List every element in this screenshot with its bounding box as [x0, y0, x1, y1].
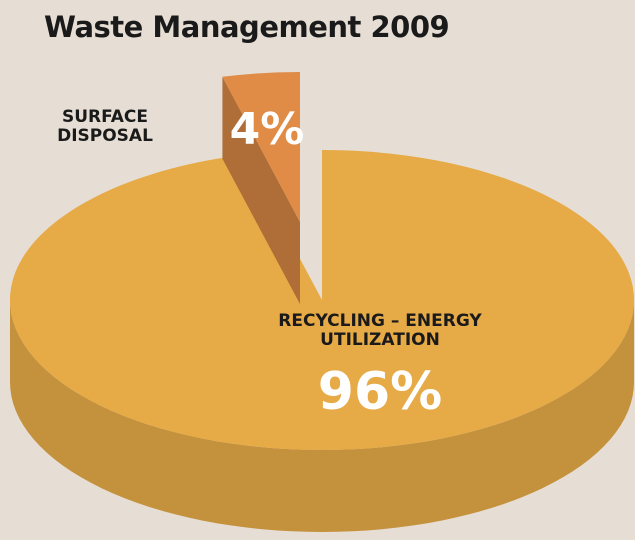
slice-cut-face — [222, 76, 300, 304]
category-label: RECYCLING – ENERGY UTILIZATION — [278, 311, 482, 350]
value-label: 4% — [229, 104, 305, 155]
slice-side — [10, 300, 634, 532]
value-label: 96% — [317, 362, 443, 422]
slice — [10, 150, 635, 450]
chart-title: Waste Management 2009 — [44, 10, 450, 44]
slice — [222, 72, 300, 222]
category-label: SURFACE DISPOSAL — [57, 107, 153, 146]
